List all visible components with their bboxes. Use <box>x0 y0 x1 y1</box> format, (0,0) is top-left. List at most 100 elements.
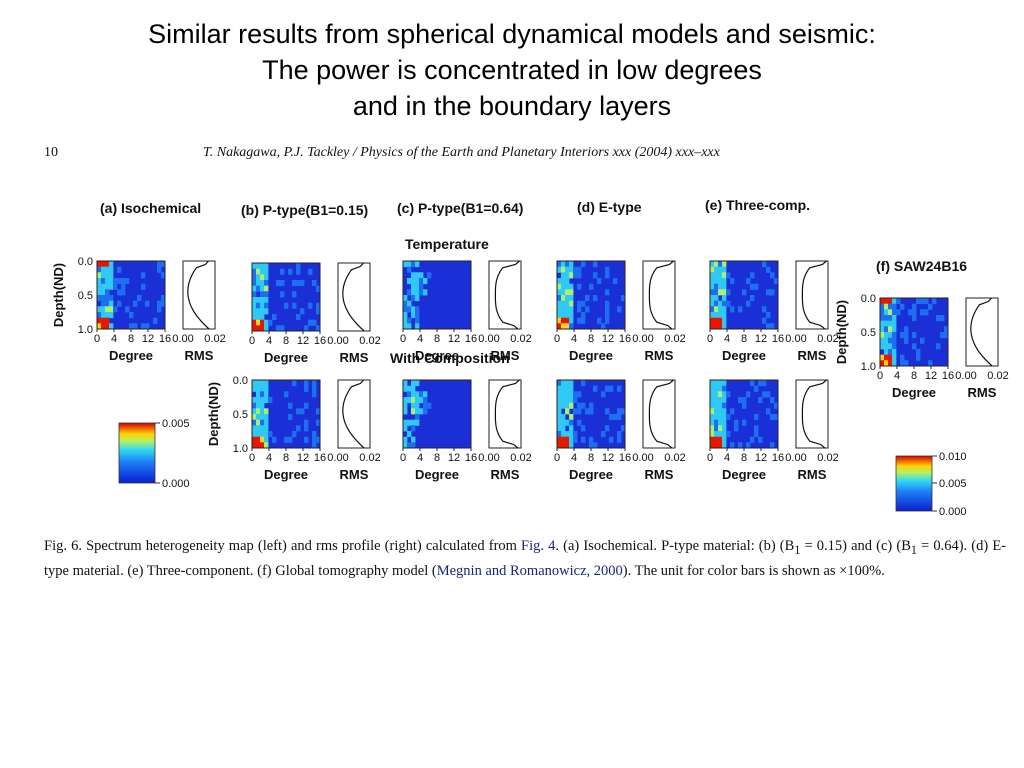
heatmap-d-top <box>556 260 626 332</box>
degree-tick-b-top: 8 <box>283 335 289 347</box>
colorbar-label-right: 0.000 <box>939 506 967 518</box>
rms-tick-min-c-bot: 0.00 <box>478 452 499 464</box>
degree-axis-label-f: Degree <box>892 385 936 400</box>
degree-tick-b-top: 12 <box>297 335 309 347</box>
degree-tick-a: 0 <box>94 333 100 345</box>
panel-label-d: (d) E-type <box>577 199 642 215</box>
degree-tick-c-top: 12 <box>448 333 460 345</box>
rms-profile-d-bot <box>642 379 676 449</box>
row-label-composition: With Composition <box>390 350 510 366</box>
degree-tick-e-top: 12 <box>755 333 767 345</box>
figure-caption: Fig. 6. Spectrum heterogeneity map (left… <box>44 536 1006 582</box>
rms-tick-max-b-top: 0.02 <box>359 335 380 347</box>
heatmap-b-top <box>251 262 321 334</box>
rms-tick-min-d-top: 0.00 <box>632 333 653 345</box>
degree-tick-a: 8 <box>128 333 134 345</box>
degree-tick-e-top: 0 <box>707 333 713 345</box>
rms-axis-label-f: RMS <box>968 385 997 400</box>
degree-tick-d-bot: 0 <box>554 452 560 464</box>
depth-axis-label-b-bot: Depth(ND) <box>206 382 221 446</box>
colorbar-label-left: 0.000 <box>162 478 190 490</box>
rms-tick-max-e-top: 0.02 <box>817 333 838 345</box>
heatmap-f <box>879 297 949 369</box>
degree-tick-e-bot: 8 <box>741 452 747 464</box>
degree-tick-c-top: 4 <box>417 333 423 345</box>
degree-tick-b-bot: 4 <box>266 452 272 464</box>
rms-axis-label-a: RMS <box>185 348 214 363</box>
heatmap-c-bot <box>402 379 472 451</box>
rms-axis-label-b-top: RMS <box>340 350 369 365</box>
rms-tick-min-b-bot: 0.00 <box>327 452 348 464</box>
degree-tick-b-bot: 12 <box>297 452 309 464</box>
depth-axis-label-f: Depth(ND) <box>834 300 849 364</box>
degree-tick-b-top: 0 <box>249 335 255 347</box>
degree-tick-b-bot: 8 <box>283 452 289 464</box>
degree-tick-e-bot: 0 <box>707 452 713 464</box>
paper-page-number: 10 <box>44 145 58 160</box>
depth-tick-f: 0.0 <box>861 293 876 305</box>
degree-axis-label-c-bot: Degree <box>415 467 459 482</box>
caption-part-3: = 0.15) and (c) (B <box>800 538 911 554</box>
depth-tick-a: 1.0 <box>78 324 93 336</box>
degree-tick-d-top: 0 <box>554 333 560 345</box>
degree-axis-label-b-top: Degree <box>264 350 308 365</box>
caption-fig-ref-link[interactable]: Fig. 4 <box>521 538 556 554</box>
degree-tick-a: 16 <box>159 333 171 345</box>
rms-profile-c-top <box>488 260 522 330</box>
colorbar-right <box>895 455 937 512</box>
panel-label-f: (f) SAW24B16 <box>876 258 968 274</box>
panel-label-a: (a) Isochemical <box>100 200 202 216</box>
rms-tick-max-c-top: 0.02 <box>510 333 531 345</box>
degree-tick-e-top: 16 <box>772 333 784 345</box>
rms-profile-e-bot <box>795 379 829 449</box>
rms-profile-e-top <box>795 260 829 330</box>
rms-profile-f <box>965 297 999 367</box>
panel-label-b: (b) P-type(B1=0.15) <box>241 202 369 218</box>
heatmap-d-bot <box>556 379 626 451</box>
row-label-temperature: Temperature <box>405 236 489 252</box>
rms-tick-min-d-bot: 0.00 <box>632 452 653 464</box>
degree-tick-c-bot: 0 <box>400 452 406 464</box>
degree-tick-d-bot: 8 <box>588 452 594 464</box>
caption-paper-ref-link[interactable]: Megnin and Romanowicz, 2000 <box>436 562 623 579</box>
colorbar-left <box>118 422 160 484</box>
degree-tick-f: 0 <box>877 370 883 382</box>
caption-subscript-2: 1 <box>910 542 917 557</box>
caption-part-1: Spectrum heterogeneity map (left) and rm… <box>81 538 522 554</box>
degree-tick-d-top: 12 <box>602 333 614 345</box>
degree-axis-label-d-bot: Degree <box>569 467 613 482</box>
depth-axis-label-a: Depth(ND) <box>51 263 66 327</box>
degree-tick-d-bot: 12 <box>602 452 614 464</box>
rms-axis-label-e-bot: RMS <box>798 467 827 482</box>
panel-label-c: (c) P-type(B1=0.64) <box>397 200 524 216</box>
degree-tick-c-top: 16 <box>465 333 477 345</box>
rms-tick-max-d-top: 0.02 <box>664 333 685 345</box>
slide-title-line-1: Similar results from spherical dynamical… <box>148 19 876 49</box>
degree-tick-e-bot: 16 <box>772 452 784 464</box>
heatmap-b-bot <box>251 379 321 451</box>
degree-tick-d-top: 16 <box>619 333 631 345</box>
degree-axis-label-e-bot: Degree <box>722 467 766 482</box>
caption-part-2: . (a) Isochemical. P-type material: (b) … <box>555 538 795 554</box>
rms-tick-min-b-top: 0.00 <box>327 335 348 347</box>
rms-tick-max-d-bot: 0.02 <box>664 452 685 464</box>
rms-tick-max-b-bot: 0.02 <box>359 452 380 464</box>
degree-tick-f: 12 <box>925 370 937 382</box>
degree-axis-label-a: Degree <box>109 348 153 363</box>
rms-tick-min-f: 0.00 <box>955 370 976 382</box>
degree-tick-b-top: 4 <box>266 335 272 347</box>
colorbar-label-right: 0.010 <box>939 451 967 463</box>
degree-tick-d-top: 8 <box>588 333 594 345</box>
rms-axis-label-e-top: RMS <box>798 348 827 363</box>
rms-tick-max-e-bot: 0.02 <box>817 452 838 464</box>
rms-tick-min-e-bot: 0.00 <box>785 452 806 464</box>
rms-tick-max-c-bot: 0.02 <box>510 452 531 464</box>
degree-tick-c-top: 8 <box>434 333 440 345</box>
caption-subscript-1: 1 <box>794 542 801 557</box>
degree-tick-c-top: 0 <box>400 333 406 345</box>
degree-axis-label-d-top: Degree <box>569 348 613 363</box>
rms-axis-label-d-top: RMS <box>645 348 674 363</box>
rms-profile-a <box>182 260 216 330</box>
rms-profile-b-top <box>337 262 371 332</box>
